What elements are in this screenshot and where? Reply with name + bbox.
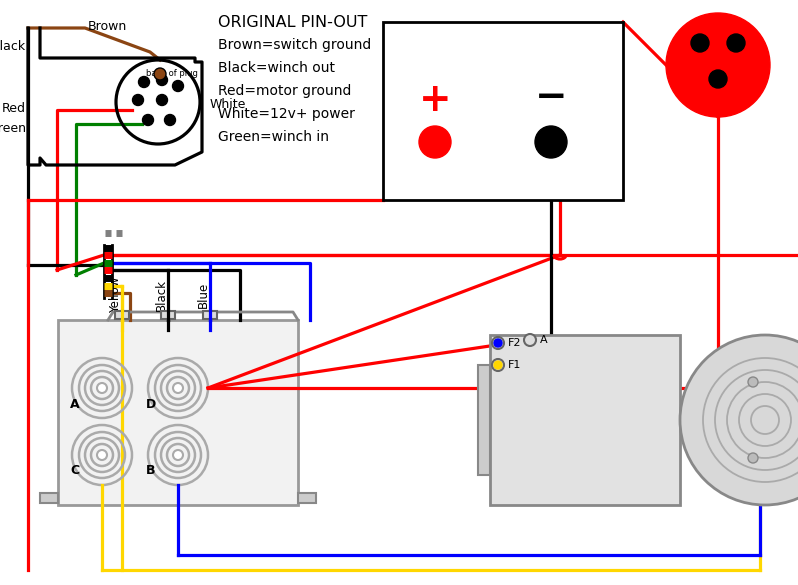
Text: +: +	[419, 81, 452, 119]
Circle shape	[492, 337, 504, 349]
Bar	[478, 365, 490, 475]
Circle shape	[156, 95, 168, 105]
Circle shape	[173, 450, 183, 460]
Text: F2: F2	[508, 338, 522, 348]
Circle shape	[535, 126, 567, 158]
Text: A: A	[540, 335, 547, 345]
Text: ORIGINAL PIN-OUT: ORIGINAL PIN-OUT	[218, 15, 367, 30]
Text: Brown: Brown	[88, 19, 127, 33]
Circle shape	[691, 34, 709, 52]
Circle shape	[419, 126, 451, 158]
Bar	[58, 320, 298, 505]
Circle shape	[709, 70, 727, 88]
Circle shape	[97, 450, 107, 460]
Text: Green=winch in: Green=winch in	[218, 130, 329, 144]
Text: Blue: Blue	[197, 282, 210, 308]
Text: A: A	[70, 397, 80, 411]
Circle shape	[156, 74, 168, 85]
Text: Black: Black	[155, 279, 168, 311]
Circle shape	[173, 383, 183, 393]
Text: C: C	[70, 464, 80, 477]
Bar	[161, 311, 175, 319]
Bar	[40, 493, 58, 503]
Text: D: D	[146, 397, 156, 411]
Text: White=12v+ power: White=12v+ power	[218, 107, 355, 121]
Bar	[490, 335, 680, 505]
Circle shape	[748, 377, 758, 387]
Text: Brown=switch ground: Brown=switch ground	[218, 38, 371, 52]
Text: F1: F1	[508, 360, 521, 370]
Bar	[115, 311, 129, 319]
Text: White: White	[210, 98, 247, 112]
Bar	[203, 311, 217, 319]
Circle shape	[164, 115, 176, 126]
Circle shape	[748, 453, 758, 463]
Text: Green: Green	[0, 122, 26, 135]
Circle shape	[139, 77, 149, 88]
Text: Yellow: Yellow	[109, 277, 122, 313]
Circle shape	[492, 359, 504, 371]
Text: Black: Black	[0, 40, 26, 53]
Circle shape	[494, 361, 502, 369]
Circle shape	[172, 81, 184, 91]
Text: Red: Red	[2, 102, 26, 115]
Text: Black=winch out: Black=winch out	[218, 61, 335, 75]
Text: −: −	[535, 78, 567, 116]
Circle shape	[97, 383, 107, 393]
Circle shape	[727, 34, 745, 52]
Circle shape	[680, 335, 798, 505]
Text: B: B	[146, 464, 156, 477]
Circle shape	[154, 68, 166, 80]
Circle shape	[524, 334, 536, 346]
Text: Red=motor ground: Red=motor ground	[218, 84, 351, 98]
Circle shape	[132, 95, 144, 105]
Circle shape	[494, 339, 502, 347]
Circle shape	[143, 115, 153, 126]
Bar	[383, 22, 623, 200]
Circle shape	[666, 13, 770, 117]
Text: back of plug: back of plug	[146, 70, 198, 78]
Bar	[298, 493, 316, 503]
